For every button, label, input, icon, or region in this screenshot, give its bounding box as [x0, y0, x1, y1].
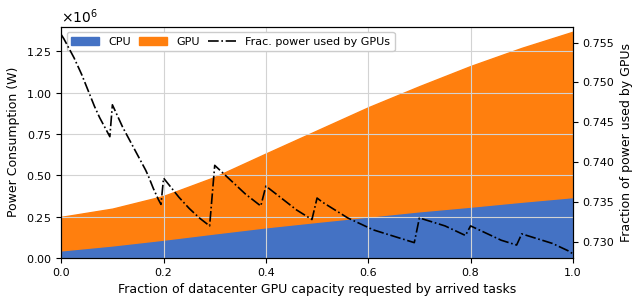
Frac. power used by GPUs — [58, 33, 65, 36]
Frac. power used by GPUs — [88, 98, 96, 102]
Line: Frac. power used by GPUs: Frac. power used by GPUs — [61, 35, 573, 254]
Frac. power used by GPUs — [369, 228, 377, 232]
Frac. power used by GPUs — [129, 145, 137, 148]
Frac. power used by GPUs — [216, 168, 224, 172]
Y-axis label: Fraction of power used by GPUs: Fraction of power used by GPUs — [620, 43, 633, 242]
Legend: CPU, GPU, Frac. power used by GPUs: CPU, GPU, Frac. power used by GPUs — [67, 32, 395, 51]
X-axis label: Fraction of datacenter GPU capacity requested by arrived tasks: Fraction of datacenter GPU capacity requ… — [118, 283, 516, 296]
Frac. power used by GPUs — [528, 235, 536, 239]
Y-axis label: Power Consumption (W): Power Consumption (W) — [7, 67, 20, 218]
Frac. power used by GPUs — [339, 213, 346, 217]
Frac. power used by GPUs — [569, 252, 577, 256]
